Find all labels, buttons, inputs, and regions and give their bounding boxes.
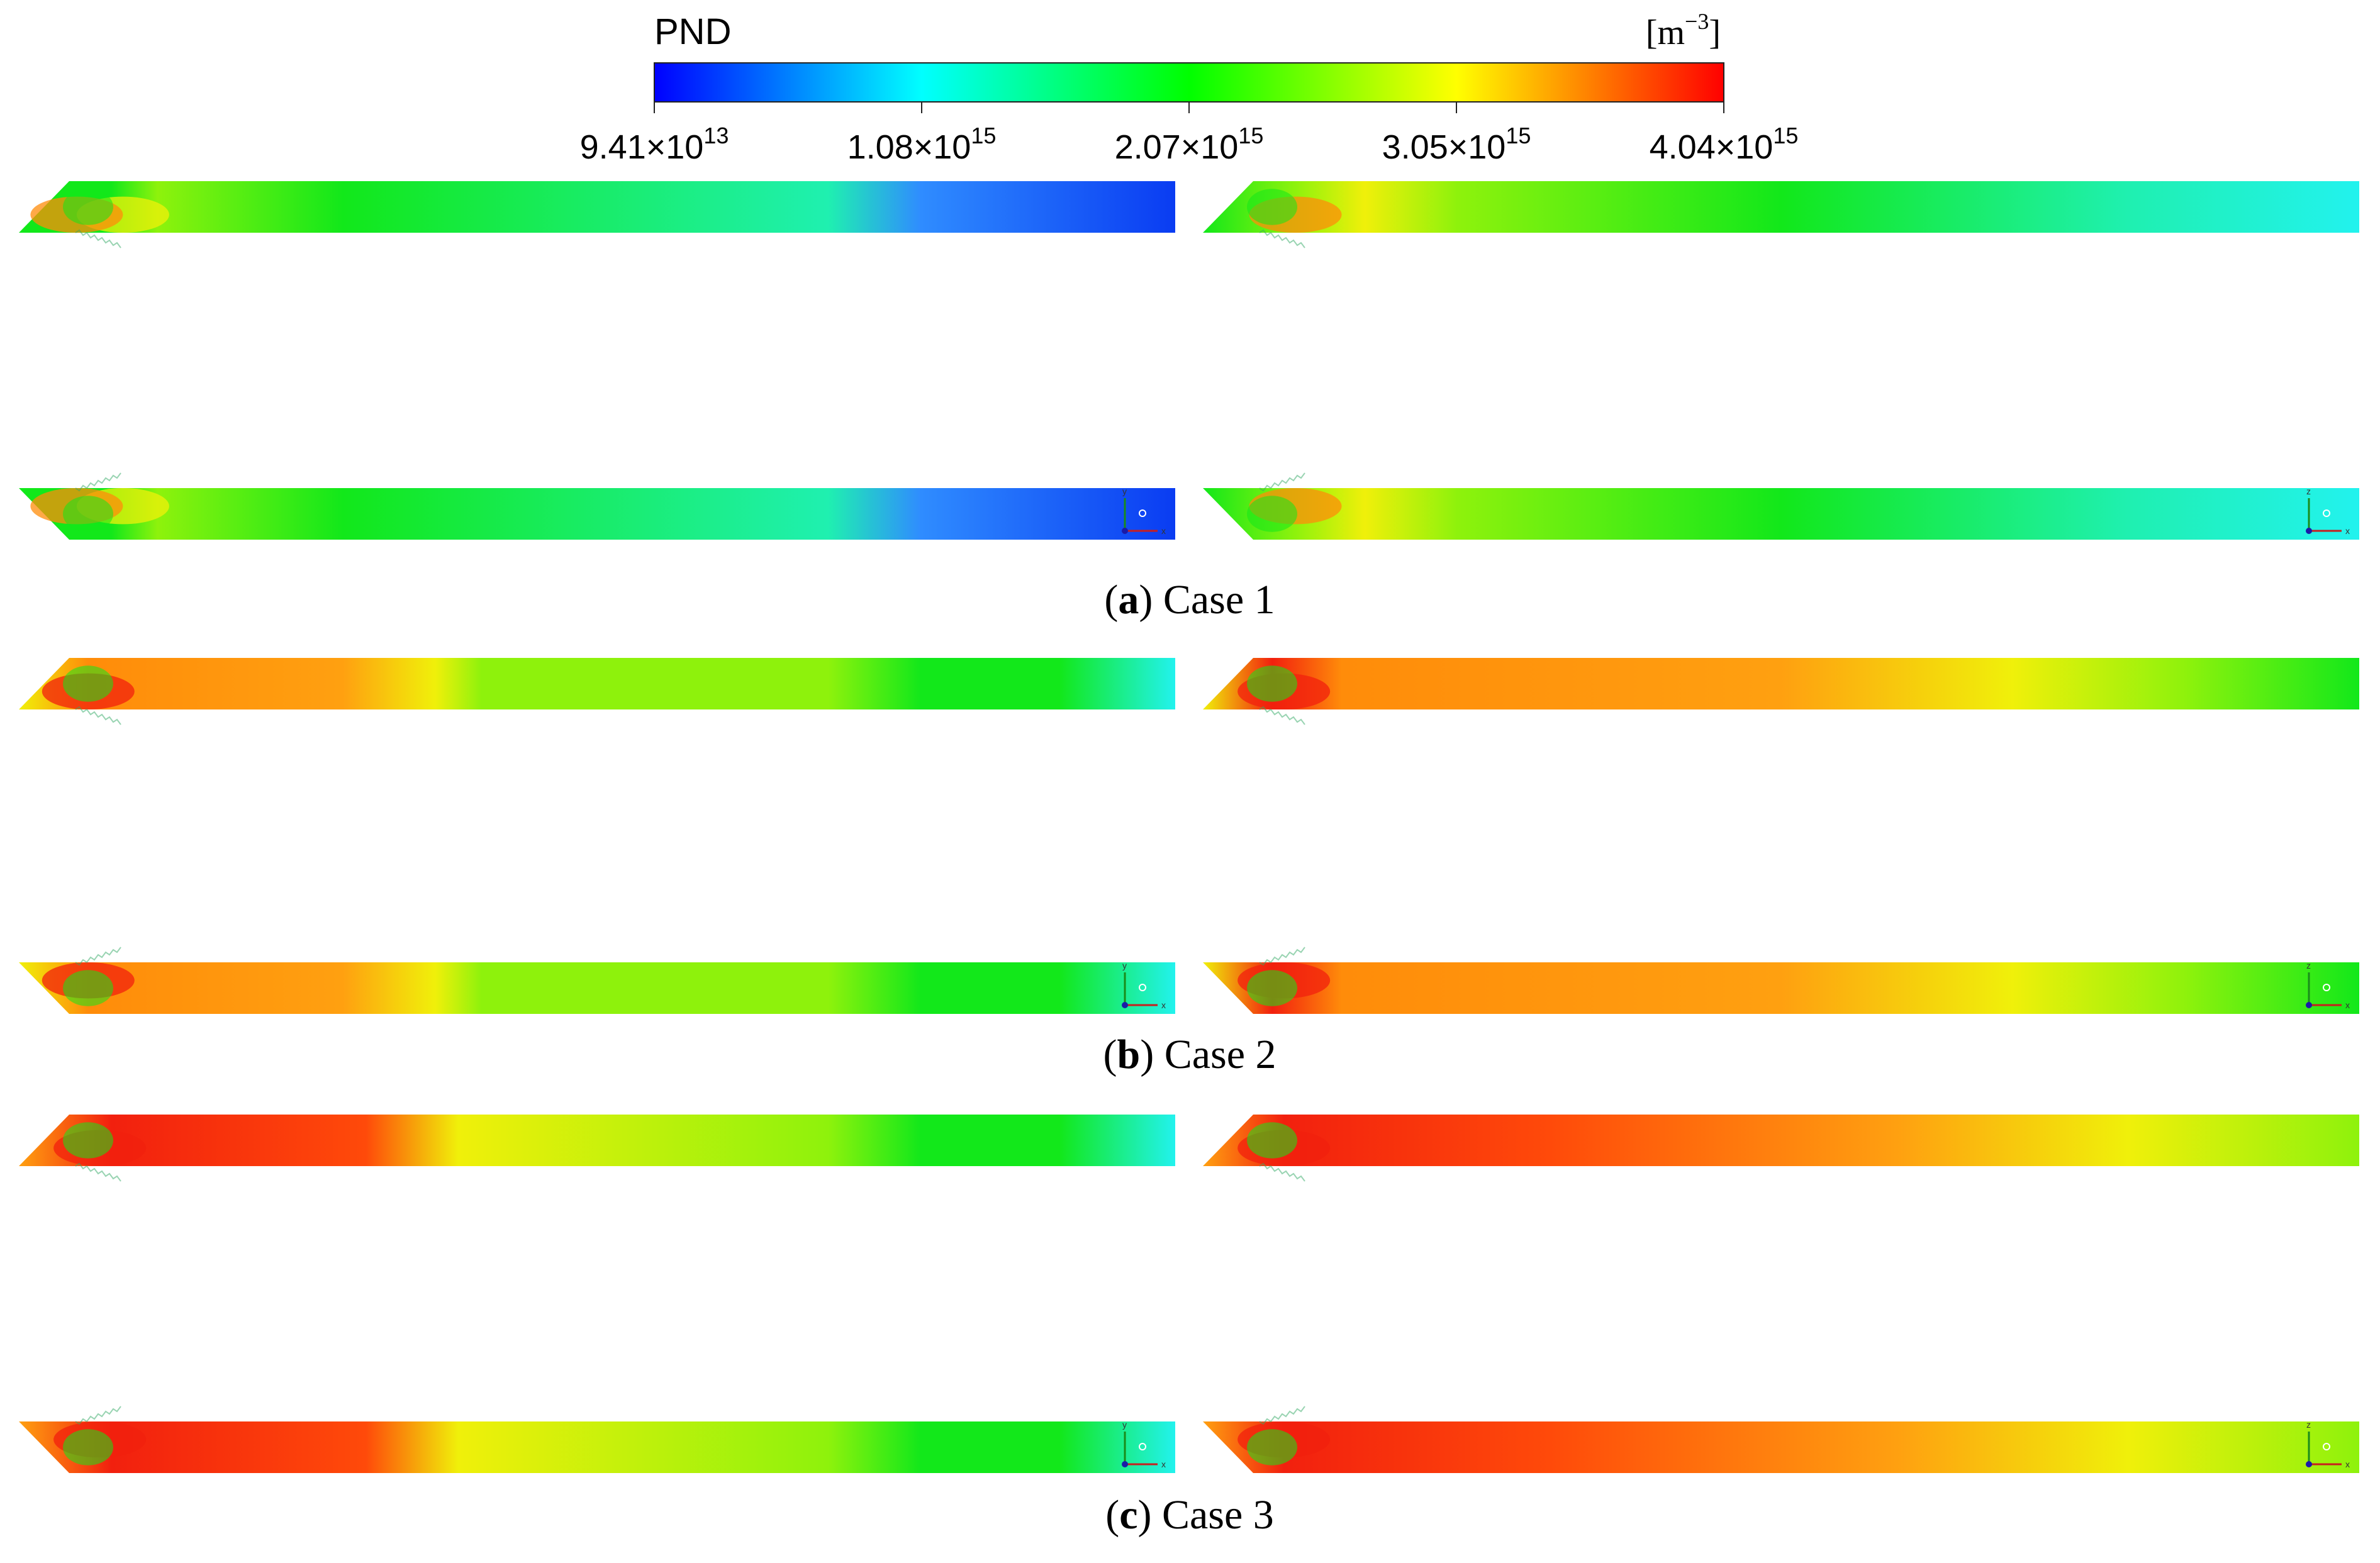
inlet-region (1247, 1122, 1297, 1159)
inlet-region (63, 1122, 113, 1159)
contour-bottom-right: zx (1203, 472, 2359, 540)
axis-label-horizontal: x (1161, 1000, 1166, 1010)
case-caption: (a) Case 1 (1104, 577, 1275, 623)
inlet-region (63, 970, 113, 1006)
mesh-edge (1259, 229, 1305, 248)
axis-label-horizontal: x (2345, 1000, 2350, 1010)
axis-label-vertical: y (1122, 1420, 1127, 1430)
mesh-edge (1259, 947, 1305, 966)
contour-field (19, 658, 1175, 709)
axis-triad: yx (1122, 486, 1166, 536)
contour-bottom-right: zx (1203, 1406, 2359, 1473)
contour-top-right (1203, 658, 2359, 725)
colorbar-ticks: 9.41×1013 1.08×1015 2.07×1015 3.05×1015 4.04… (580, 102, 1799, 166)
mesh-edge (75, 1162, 121, 1182)
contour-field (1203, 658, 2359, 709)
axis-label-vertical: z (2306, 1420, 2311, 1430)
contour-bottom-left: yx (19, 1406, 1175, 1473)
axis-triad: zx (2306, 1420, 2350, 1469)
contour-field (19, 1421, 1175, 1473)
contour-field (1203, 1115, 2359, 1166)
mesh-edge (75, 706, 121, 725)
contour-top-left (19, 1115, 1175, 1182)
axis-label-vertical: y (1122, 486, 1127, 496)
mesh-edge (1259, 1162, 1305, 1182)
colorbar-tick-label: 2.07×1015 (1115, 123, 1264, 166)
colorbar-tick-label: 4.04×1015 (1650, 123, 1799, 166)
inlet-region (1247, 665, 1297, 702)
axis-label-vertical: y (1122, 960, 1127, 971)
axis-triad: yx (1122, 1420, 1166, 1469)
colorbar-gradient (654, 62, 1724, 103)
contour-top-left (19, 658, 1175, 725)
contour-bottom-left: yx (19, 472, 1175, 540)
contour-bottom-left: yx (19, 947, 1175, 1014)
contour-top-right (1203, 1115, 2359, 1182)
inlet-region (1247, 496, 1297, 532)
contour-top-right (1203, 181, 2359, 248)
mesh-edge (1259, 472, 1305, 492)
inlet-region (63, 665, 113, 702)
colorbar-title: PND (654, 11, 731, 52)
axis-label-horizontal: x (1161, 1459, 1166, 1469)
contour-field (1203, 181, 2359, 233)
mesh-edge (75, 229, 121, 248)
axis-triad: zx (2306, 960, 2350, 1010)
colorbar-tick-label: 1.08×1015 (847, 123, 997, 166)
colorbar-unit: [m−3] (1646, 9, 1721, 52)
axis-label-vertical: z (2306, 960, 2311, 971)
inlet-region (1247, 189, 1297, 225)
mesh-edge (75, 1406, 121, 1425)
inlet-region (63, 189, 113, 225)
contour-top-left (19, 181, 1175, 248)
axis-label-horizontal: x (2345, 1459, 2350, 1469)
mesh-edge (75, 472, 121, 492)
contour-field (19, 488, 1175, 540)
axis-label-horizontal: x (1161, 526, 1166, 536)
inlet-region (63, 496, 113, 532)
contour-bottom-right: zx (1203, 947, 2359, 1014)
case-caption: (c) Case 3 (1105, 1492, 1274, 1538)
contour-field (1203, 1421, 2359, 1473)
inlet-region (1247, 1429, 1297, 1466)
axis-triad: zx (2306, 486, 2350, 536)
axis-label-horizontal: x (2345, 526, 2350, 536)
contour-field (19, 181, 1175, 233)
colorbar-tick-label: 9.41×1013 (580, 123, 729, 166)
inlet-region (1247, 970, 1297, 1006)
inlet-region (63, 1429, 113, 1466)
mesh-edge (1259, 706, 1305, 725)
colorbar-tick-label: 3.05×1015 (1382, 123, 1531, 166)
mesh-edge (1259, 1406, 1305, 1425)
mesh-edge (75, 947, 121, 966)
contour-field (19, 1115, 1175, 1166)
contour-field (1203, 488, 2359, 540)
case-caption: (b) Case 2 (1103, 1032, 1277, 1077)
contour-field (19, 962, 1175, 1014)
contour-field (1203, 962, 2359, 1014)
colorbar: PND [m−3] 9.41×1013 1.08×1015 2.07×1015 3.0… (580, 9, 1799, 166)
axis-label-vertical: z (2306, 486, 2311, 496)
axis-triad: yx (1122, 960, 1166, 1010)
